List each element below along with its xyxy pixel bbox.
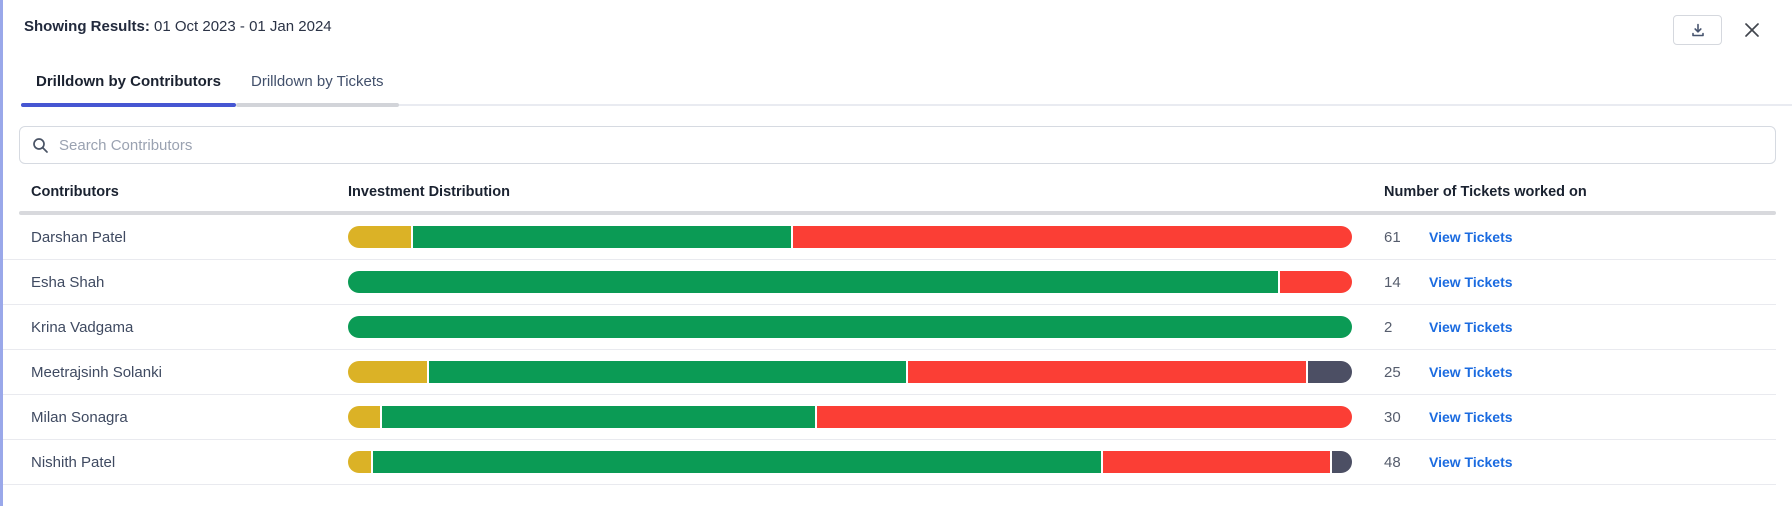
bar-segment-yellow <box>348 451 371 473</box>
bar-segment-green <box>428 361 906 383</box>
view-tickets-link[interactable]: View Tickets <box>1429 274 1513 290</box>
bar-segment-yellow <box>348 226 411 248</box>
header-separator <box>19 211 1776 215</box>
close-button[interactable] <box>1740 18 1764 42</box>
bar-segment-red <box>907 361 1307 383</box>
table-row: Milan Sonagra 30 View Tickets <box>3 395 1776 440</box>
column-header-tickets: Number of Tickets worked on <box>1384 184 1587 200</box>
download-button[interactable] <box>1673 15 1722 45</box>
download-icon <box>1689 21 1707 39</box>
bar-segment-green <box>348 271 1278 293</box>
bar-segment-red <box>1279 271 1352 293</box>
investment-bar <box>348 226 1352 248</box>
tickets-cell: 2 View Tickets <box>1352 319 1776 336</box>
search-input[interactable] <box>59 136 1763 154</box>
bar-segment-green <box>372 451 1101 473</box>
bar-segment-red <box>1102 451 1331 473</box>
bar-segment-green <box>348 316 1352 338</box>
search-bar[interactable] <box>19 126 1776 164</box>
table-row: Esha Shah 14 View Tickets <box>3 260 1776 305</box>
contributor-name: Nishith Patel <box>31 453 116 471</box>
tab-bar: Drilldown by Contributors Drilldown by T… <box>21 55 1792 107</box>
bar-segment-red <box>817 406 1352 428</box>
column-header-investment-distribution: Investment Distribution <box>348 184 510 200</box>
view-tickets-link[interactable]: View Tickets <box>1429 319 1513 335</box>
view-tickets-link[interactable]: View Tickets <box>1429 454 1513 470</box>
ticket-count: 2 <box>1384 318 1393 336</box>
contributor-name: Esha Shah <box>31 273 105 291</box>
date-range: 01 Oct 2023 - 01 Jan 2024 <box>154 18 332 35</box>
showing-results-label: Showing Results: <box>24 18 150 35</box>
view-tickets-link[interactable]: View Tickets <box>1429 364 1513 380</box>
close-icon <box>1742 20 1762 40</box>
ticket-count: 14 <box>1384 273 1401 291</box>
top-actions <box>1673 15 1764 45</box>
tickets-cell: 61 View Tickets <box>1352 229 1776 246</box>
bar-segment-green <box>413 226 791 248</box>
tab-drilldown-by-contributors[interactable]: Drilldown by Contributors <box>21 73 236 107</box>
table-row: Krina Vadgama 2 View Tickets <box>3 305 1776 350</box>
table-row: Nishith Patel 48 View Tickets <box>3 440 1776 485</box>
investment-bar <box>348 271 1352 293</box>
table-body: Darshan Patel 61 View Tickets Esha Shah … <box>3 215 1792 485</box>
bar-segment-red <box>793 226 1352 248</box>
tickets-cell: 30 View Tickets <box>1352 409 1776 426</box>
investment-bar <box>348 316 1352 338</box>
top-bar: Showing Results: 01 Oct 2023 - 01 Jan 20… <box>3 0 1792 55</box>
ticket-count: 30 <box>1384 408 1401 426</box>
bar-segment-slate <box>1332 451 1352 473</box>
investment-bar <box>348 361 1352 383</box>
view-tickets-link[interactable]: View Tickets <box>1429 229 1513 245</box>
table-row: Meetrajsinh Solanki 25 View Tickets <box>3 350 1776 395</box>
bar-segment-yellow <box>348 361 427 383</box>
bar-segment-green <box>382 406 815 428</box>
search-icon <box>32 137 49 154</box>
ticket-count: 25 <box>1384 363 1401 381</box>
contributor-name: Meetrajsinh Solanki <box>31 363 162 381</box>
column-header-contributors: Contributors <box>31 184 119 200</box>
investment-bar <box>348 451 1352 473</box>
bar-segment-slate <box>1308 361 1352 383</box>
tickets-cell: 14 View Tickets <box>1352 274 1776 291</box>
table-header-row: Contributors Investment Distribution Num… <box>3 179 1792 205</box>
view-tickets-link[interactable]: View Tickets <box>1429 409 1513 425</box>
tickets-cell: 48 View Tickets <box>1352 454 1776 471</box>
ticket-count: 61 <box>1384 228 1401 246</box>
showing-results-text: Showing Results: 01 Oct 2023 - 01 Jan 20… <box>24 18 1776 35</box>
contributor-name: Krina Vadgama <box>31 318 134 336</box>
investment-bar <box>348 406 1352 428</box>
ticket-count: 48 <box>1384 453 1401 471</box>
tab-drilldown-by-tickets[interactable]: Drilldown by Tickets <box>236 73 399 107</box>
bar-segment-yellow <box>348 406 380 428</box>
contributor-name: Milan Sonagra <box>31 408 128 426</box>
contributor-name: Darshan Patel <box>31 228 127 246</box>
tickets-cell: 25 View Tickets <box>1352 364 1776 381</box>
table-row: Darshan Patel 61 View Tickets <box>3 215 1776 260</box>
